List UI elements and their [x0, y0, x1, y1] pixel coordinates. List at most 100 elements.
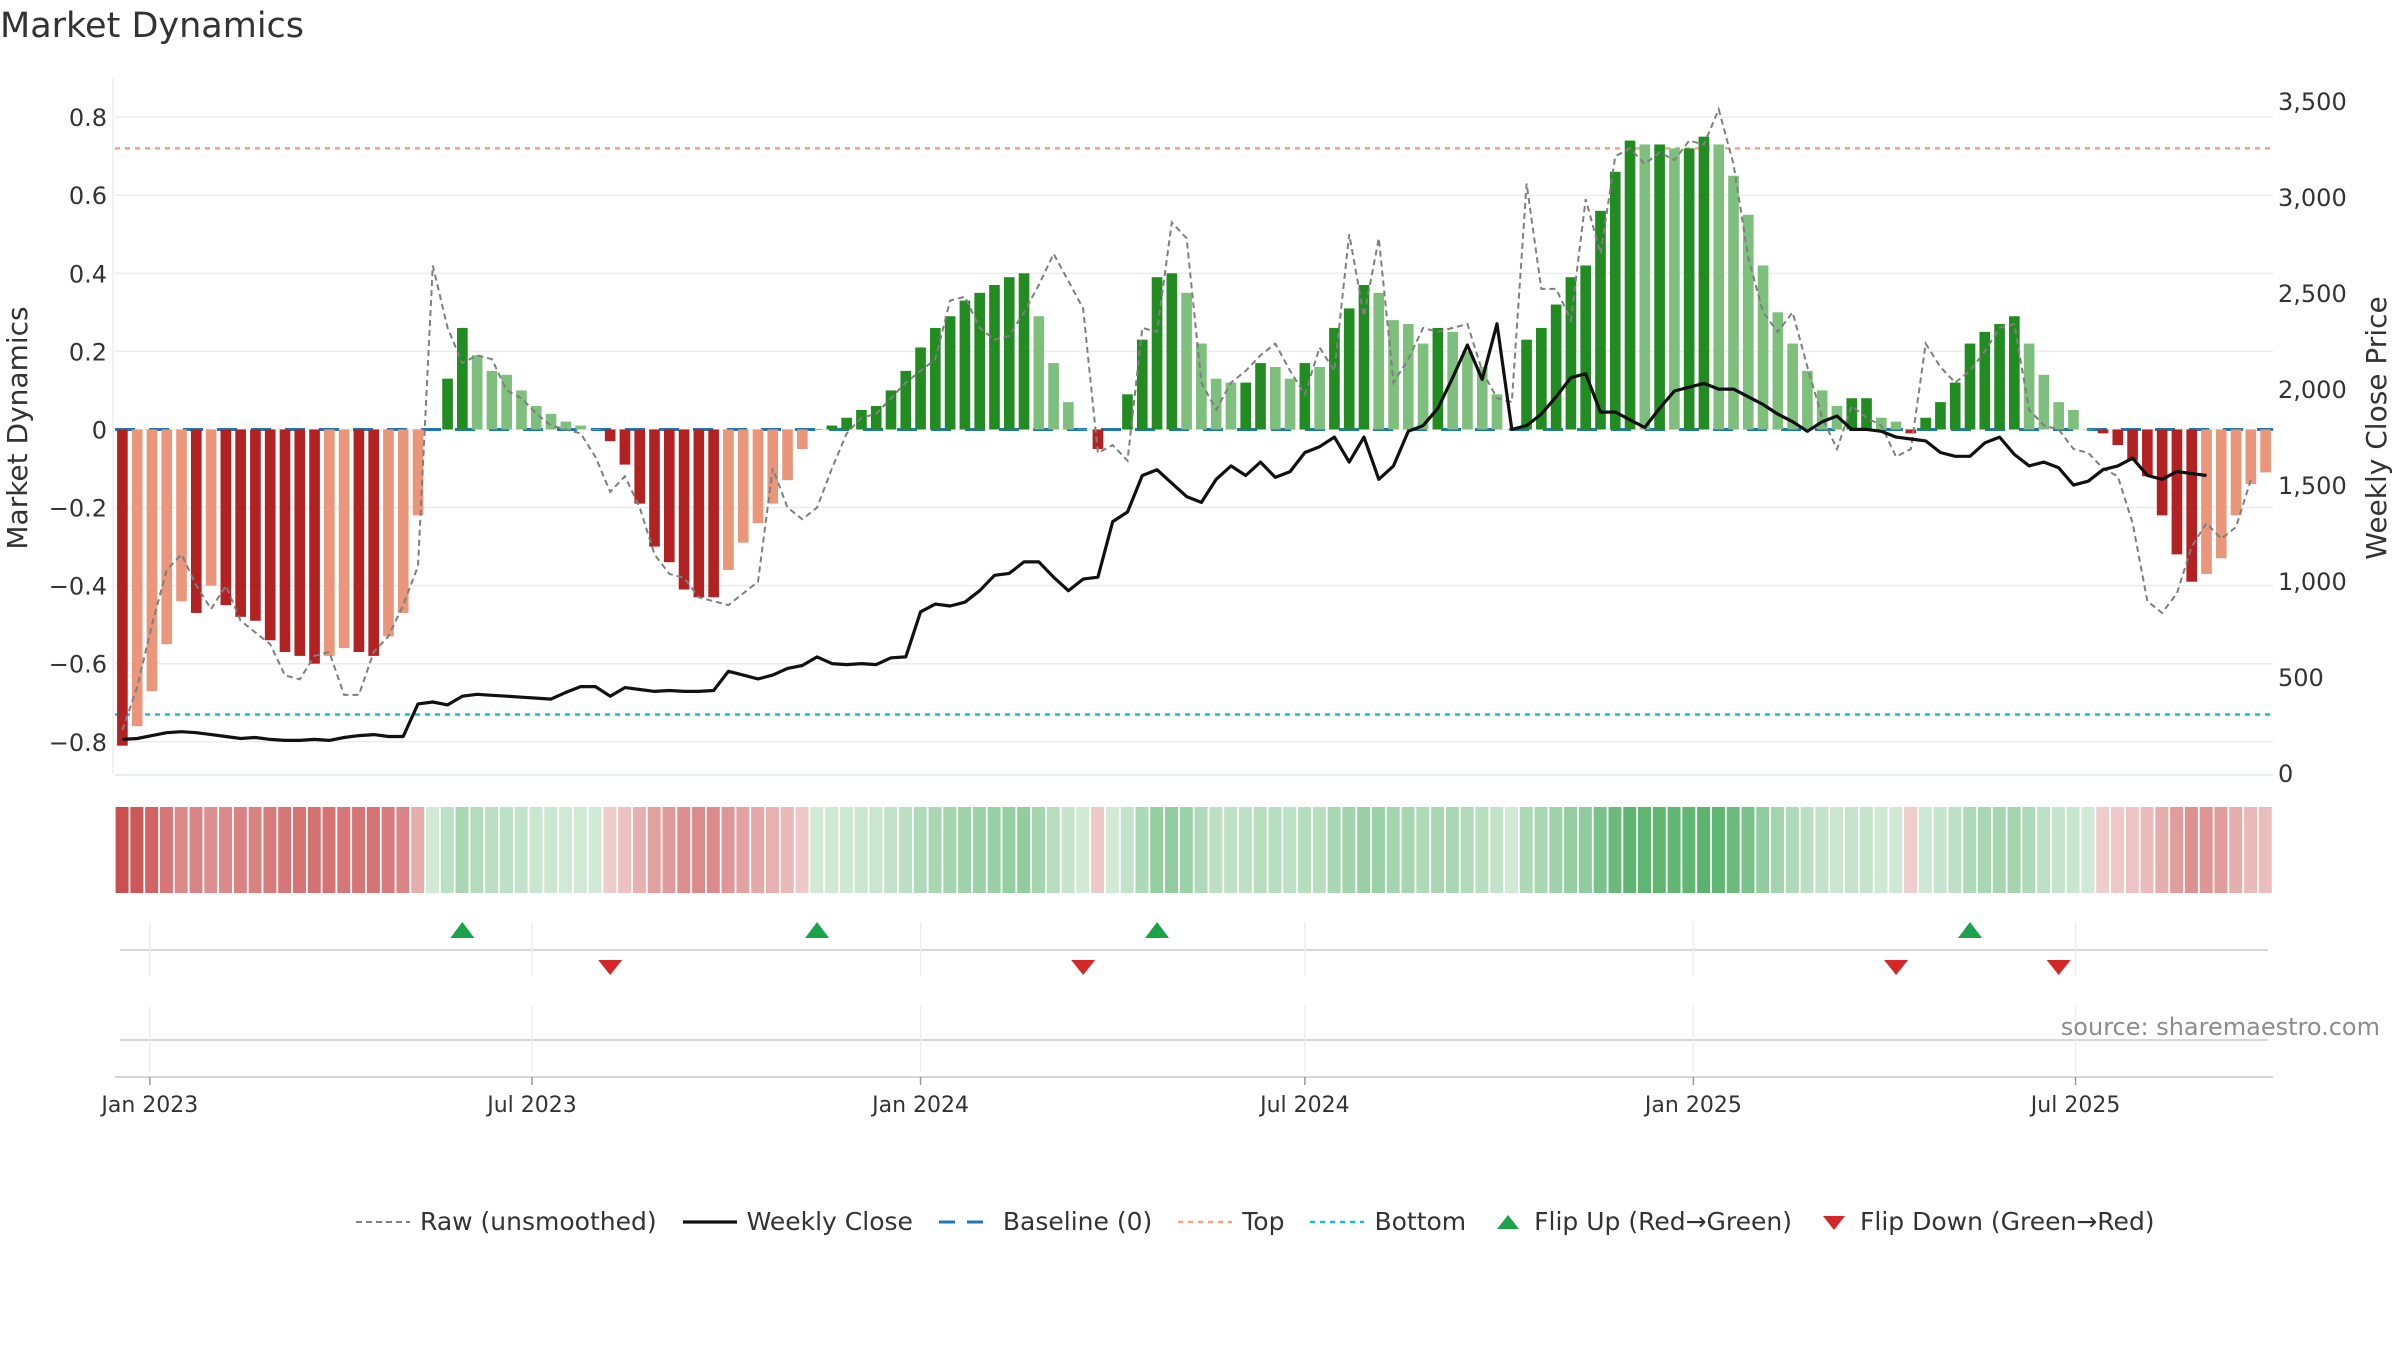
regime-strip-cell: [1800, 807, 1814, 893]
dynamics-bar: [1284, 378, 1296, 430]
dynamics-bar: [1491, 394, 1503, 430]
dynamics-bar: [205, 429, 217, 586]
dynamics-bar: [1462, 351, 1473, 430]
dynamics-bar: [250, 429, 261, 621]
legend-label: Weekly Close: [746, 1207, 913, 1236]
regime-strip-cell: [1830, 807, 1844, 893]
legend-item-baseline: Baseline (0): [935, 1207, 1152, 1236]
legend-label: Top: [1242, 1207, 1285, 1236]
regime-strip-cell: [425, 807, 439, 893]
dynamics-bar: [841, 417, 852, 430]
x-axis-layer: Jan 2023 Jul 2023 Jan 2024 Jul 2024 Jan 2025…: [99, 1076, 2273, 1118]
legend-label: Baseline (0): [1002, 1207, 1153, 1236]
dynamics-bar: [1521, 339, 1532, 430]
regime-strip-cell: [366, 807, 380, 893]
dynamics-bar: [486, 370, 498, 430]
dynamics-bar: [811, 429, 823, 430]
dynamics-bar: [1816, 390, 1828, 430]
dynamics-bar: [604, 429, 616, 442]
dynamics-bar: [279, 429, 291, 652]
regime-strip-cell: [248, 807, 262, 893]
regime-strip-cell: [1150, 807, 1164, 893]
left-tick-label: 0.6: [69, 182, 107, 210]
regime-strip-cell: [292, 807, 306, 893]
dynamics-bar: [1343, 308, 1355, 430]
legend-flip-up-icon: [1497, 1214, 1520, 1229]
legend-swatch-flip-down: [1823, 1215, 1846, 1230]
regime-strip-cell: [1017, 807, 1031, 893]
regime-strip-cell: [943, 807, 957, 893]
flip-up-marker: [1145, 922, 1170, 938]
dynamics-bar: [338, 429, 350, 649]
flip-up-marker: [450, 922, 475, 938]
regime-strip-cell: [1992, 807, 2006, 893]
regime-strip-cell: [115, 807, 129, 893]
dynamics-bar: [2245, 429, 2257, 485]
regime-strip-cell: [2244, 807, 2258, 893]
dynamics-bar: [309, 429, 320, 664]
dynamics-bar: [930, 327, 941, 430]
dynamics-bar: [870, 406, 882, 430]
dynamics-bar: [235, 429, 246, 617]
dynamics-bar: [1136, 339, 1148, 430]
dynamics-bar: [723, 429, 734, 570]
regime-strip-cell: [765, 807, 779, 893]
weekly-close-line: [122, 322, 2207, 743]
dynamics-bar: [796, 429, 808, 449]
dynamics-bar: [1875, 417, 1887, 430]
legend: Raw (unsmoothed) Weekly Close Baseline (0)…: [352, 1207, 2177, 1236]
legend-item-flip-down: Flip Down (Green→Red): [1814, 1207, 2155, 1236]
regime-strip-cell: [1534, 807, 1548, 893]
legend-swatch-raw: [356, 1220, 410, 1223]
regime-strip-cell: [1298, 807, 1312, 893]
regime-strip-cell: [987, 807, 1001, 893]
dynamics-bar: [383, 429, 394, 637]
regime-strip-cell: [603, 807, 617, 893]
regime-strip-cell: [1948, 807, 1962, 893]
regime-strip-cell: [1475, 807, 1489, 893]
regime-strip-cell: [1977, 807, 1991, 893]
dynamics-bar: [1181, 292, 1192, 430]
right-tick-label: 500: [2278, 664, 2324, 692]
regime-strip-cell: [263, 807, 277, 893]
dynamics-bar: [1935, 402, 1946, 430]
regime-strip-cell: [972, 807, 986, 893]
dynamics-bar: [1669, 148, 1680, 430]
regime-strip-cell: [1623, 807, 1637, 893]
dynamics-bar: [575, 425, 586, 430]
regime-strip-cell: [1889, 807, 1903, 893]
regime-strip-cell: [854, 807, 868, 893]
regime-strip-cell: [721, 807, 735, 893]
flip-down-marker: [1884, 960, 1909, 975]
market-dynamics-chart: 0.8 0.6 0.4 0.2 0 −0.2 −0.4 −0.6 −0.8 Market Dyna…: [1, 78, 2393, 1118]
page-title: Market Dynamics: [0, 6, 305, 46]
regime-strip-cell: [706, 807, 720, 893]
regime-strip-cell: [1371, 807, 1385, 893]
regime-strip-cell: [1549, 807, 1563, 893]
bars-layer: [117, 136, 2271, 746]
dynamics-bar: [974, 292, 985, 430]
dynamics-bar: [2097, 429, 2109, 434]
dynamics-bar: [1979, 331, 1991, 430]
source-note: source: sharemaestro.com: [2060, 1013, 2380, 1041]
flip-up-marker: [1957, 922, 1982, 938]
dynamics-bar: [1683, 148, 1695, 430]
dynamics-bar: [1772, 312, 1784, 430]
regime-strip-cell: [677, 807, 691, 893]
dynamics-bar: [959, 300, 971, 430]
dynamics-bar: [1210, 378, 1222, 430]
right-axis-label: Weekly Close Price: [2360, 296, 2393, 559]
dynamics-bar: [1595, 210, 1606, 430]
reference-lines-layer: [115, 147, 2273, 716]
regime-strip-layer: [115, 807, 2272, 893]
flip-down-marker: [598, 960, 623, 975]
regime-strip-cell: [499, 807, 513, 893]
regime-strip-cell: [1253, 807, 1267, 893]
dynamics-bar: [2068, 409, 2079, 430]
regime-strip-cell: [1357, 807, 1371, 893]
dynamics-bar: [2201, 429, 2212, 574]
dynamics-bar: [1624, 140, 1636, 430]
legend-label: Bottom: [1374, 1207, 1467, 1236]
dynamics-bar: [900, 370, 912, 430]
regime-strip-cell: [1401, 807, 1415, 893]
